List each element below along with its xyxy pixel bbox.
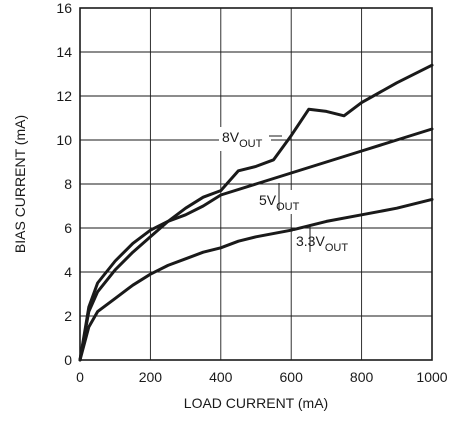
x-tick-label: 0: [76, 369, 84, 385]
y-tick-label: 10: [56, 132, 72, 148]
x-axis-label: LOAD CURRENT (mA): [184, 395, 328, 411]
series-8v-out-line: [78, 63, 434, 362]
series-3v3-out-label: 3.3VOUT: [296, 233, 348, 254]
series-label-subscript: OUT: [325, 242, 349, 254]
series-label-main: 3.3V: [296, 233, 325, 249]
series-label-main: 8V: [222, 129, 240, 145]
y-tick-label: 8: [64, 176, 72, 192]
series-label-background: [256, 190, 308, 214]
series-label-subscript: OUT: [239, 138, 263, 150]
y-tick-label: 4: [64, 264, 72, 280]
y-tick-label: 12: [56, 88, 72, 104]
x-tick-label: 200: [139, 369, 163, 385]
y-tick-label: 0: [64, 352, 72, 368]
y-tick-label: 2: [64, 308, 72, 324]
x-tick-label: 1000: [416, 369, 447, 385]
series-layer: [78, 63, 434, 362]
x-tick-label: 400: [209, 369, 233, 385]
series-8v-out-label: 8VOUT: [222, 129, 263, 150]
x-tick-label: 600: [280, 369, 304, 385]
series-label-subscript: OUT: [276, 201, 300, 213]
y-tick-labels: 0 2 4 6 8 10 12 14 16: [56, 0, 72, 368]
series-3v3-out-line: [78, 197, 434, 362]
y-tick-label: 14: [56, 44, 72, 60]
series-5v-out-line: [78, 127, 434, 362]
series-5v-out-label: 5VOUT: [259, 192, 300, 213]
x-tick-label: 800: [350, 369, 374, 385]
y-tick-label: 6: [64, 220, 72, 236]
series-label-background: [219, 127, 271, 151]
series-label-main: 5V: [259, 192, 277, 208]
x-tick-labels: 0 200 400 600 800 1000: [76, 369, 448, 385]
plot-frame: [79, 7, 433, 361]
y-tick-label: 16: [56, 0, 72, 16]
series-label-background: [293, 231, 359, 255]
y-axis-label: BIAS CURRENT (mA): [12, 115, 28, 253]
